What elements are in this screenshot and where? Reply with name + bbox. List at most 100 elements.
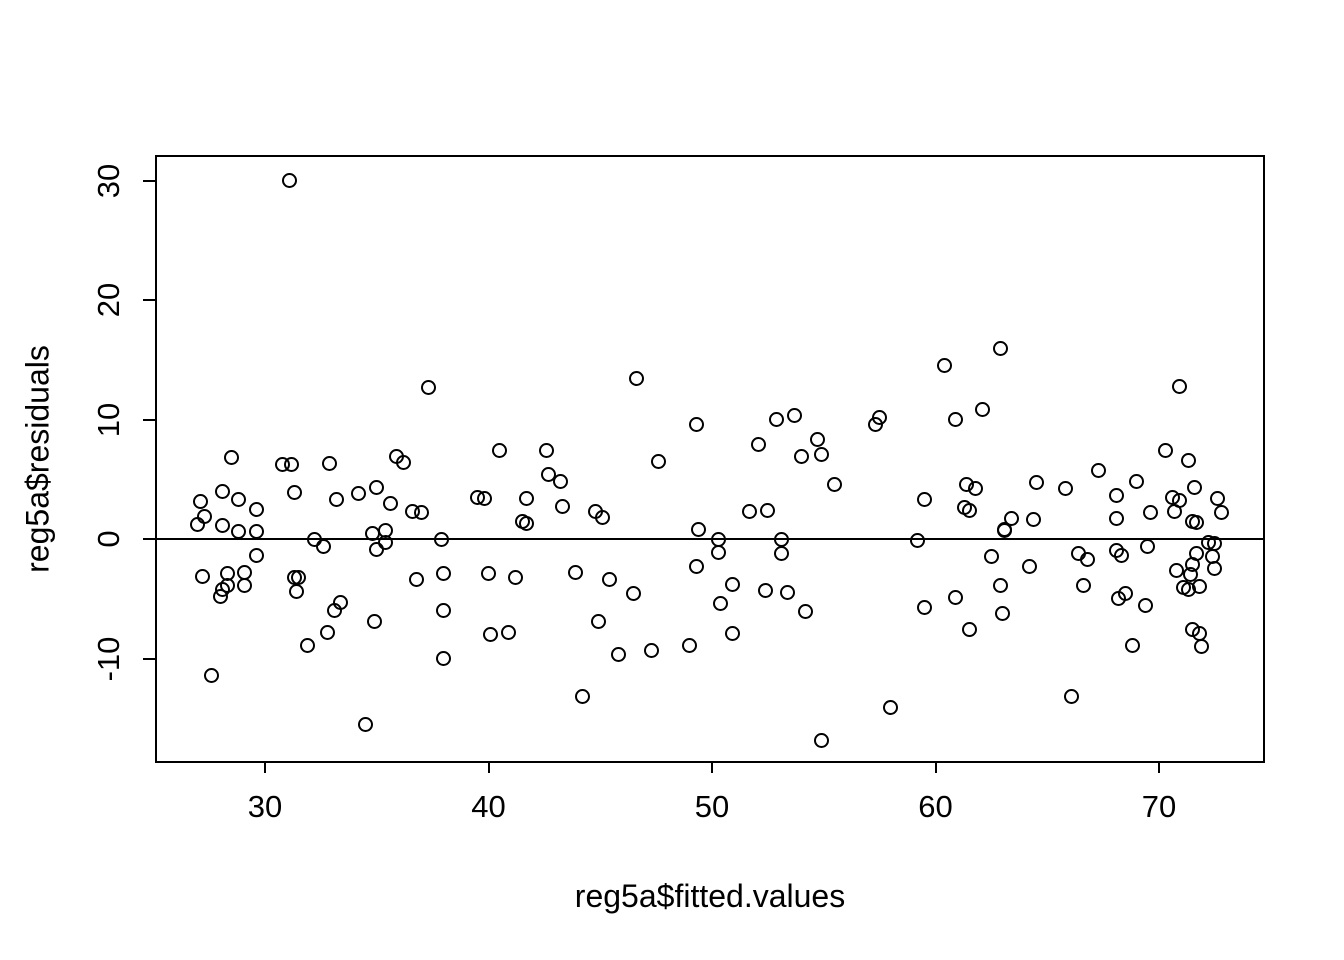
data-point [758,582,774,598]
data-point [284,457,300,473]
data-point [282,173,298,188]
data-point [626,586,642,602]
data-point [809,432,825,448]
data-point [436,566,452,582]
data-point [992,341,1008,357]
data-point [610,647,626,663]
data-point [1138,598,1154,614]
data-point [230,524,246,540]
data-point [518,490,534,506]
data-point [436,603,452,619]
data-point [961,622,977,638]
data-point [1079,551,1095,567]
data-point [539,443,555,459]
data-point [409,572,425,588]
y-axis-tick-label: 30 [91,163,126,198]
data-point [1214,505,1230,521]
data-point [1109,511,1125,527]
data-point [1003,511,1019,527]
data-point [628,371,644,387]
y-axis-tick-label: -10 [91,636,126,681]
data-point [644,642,660,658]
data-point [333,594,349,610]
data-point [420,379,436,395]
data-point [724,576,740,592]
data-point [192,494,208,510]
data-point [434,531,450,547]
x-axis-tick [264,761,266,773]
data-point [787,408,803,424]
data-point [288,584,304,600]
data-point [436,651,452,666]
plot-frame [155,155,1265,763]
data-point [742,504,758,519]
data-point [1180,452,1196,468]
data-point [773,545,789,561]
data-point [476,490,492,506]
data-point [590,613,606,629]
data-point [974,402,990,418]
data-point [1187,480,1203,496]
data-point [793,449,809,465]
data-point [780,585,796,601]
data-point [291,569,307,585]
data-point [1113,548,1129,564]
data-point [230,492,246,508]
x-axis-tick [711,761,713,773]
y-axis-tick-label: 10 [91,402,126,437]
data-point [936,358,952,374]
data-point [329,492,345,508]
x-axis-tick [934,761,937,773]
data-point [382,495,398,511]
data-point [814,733,829,749]
data-point [194,568,210,584]
data-point [574,689,590,705]
data-point [760,502,776,518]
x-axis-title: reg5a$fitted.values [574,878,846,914]
data-point [396,455,412,471]
data-point [948,590,964,606]
data-point [554,499,570,515]
data-point [711,544,727,560]
data-point [691,521,707,537]
data-point [995,605,1011,621]
x-axis-tick-label: 70 [1141,789,1177,824]
data-point [983,549,999,565]
data-point [197,508,213,524]
data-point [601,572,617,588]
data-point [367,613,382,629]
data-point [212,588,228,604]
y-axis-title: reg5a$residuals [19,345,56,573]
data-point [1142,505,1158,521]
data-point [769,412,785,427]
data-point [351,486,367,502]
data-point [1026,512,1042,528]
data-point [910,532,926,548]
data-point [1117,586,1133,602]
data-point [286,484,302,500]
data-point [1140,538,1156,554]
y-axis-tick [143,657,155,660]
data-point [1209,490,1225,506]
data-point [237,578,253,594]
data-point [1182,567,1198,583]
data-point [413,505,429,521]
data-point [827,476,843,492]
zero-reference-line [157,538,1263,540]
x-axis-tick-label: 50 [694,789,730,824]
data-point [1171,378,1187,394]
data-point [688,558,704,574]
data-point [203,667,219,683]
data-point [961,502,977,518]
data-point [1021,558,1037,574]
data-point [883,699,899,715]
x-axis-tick [1158,761,1160,773]
y-axis-tick-label: 0 [91,530,126,548]
data-point [1109,488,1125,504]
data-point [724,625,740,641]
y-axis-tick [143,418,155,421]
data-point [798,604,814,620]
data-point [1129,474,1145,490]
data-point [492,443,508,459]
